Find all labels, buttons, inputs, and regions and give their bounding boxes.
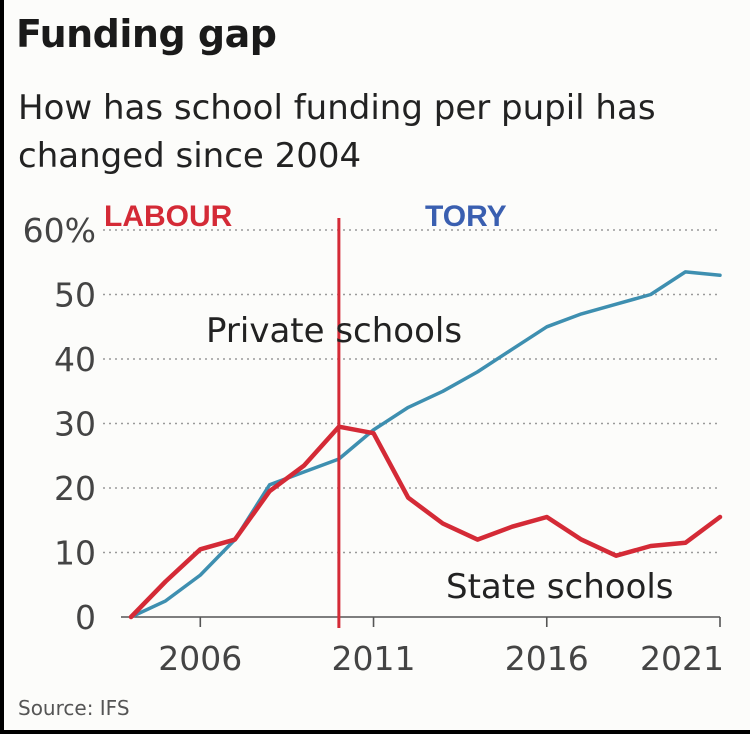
series-label-private-schools: Private schools [206, 311, 462, 351]
y-tick-label: 50 [54, 276, 96, 315]
y-tick-label: 10 [54, 534, 96, 573]
series-line-private-schools [129, 270, 722, 619]
era-label-labour: LABOUR [104, 200, 233, 233]
x-tick-label: 2016 [505, 639, 589, 678]
chart-subtitle: How has school funding per pupil has cha… [18, 88, 656, 176]
x-tick-label: 2006 [158, 639, 242, 678]
x-tick-label: 2011 [332, 639, 416, 678]
era-label-tory: TORY [425, 200, 507, 233]
series-line-state-schools [128, 424, 723, 620]
chart-title: Funding gap [16, 12, 277, 56]
source-note: Source: IFS [18, 696, 130, 720]
y-tick-label: 30 [54, 405, 96, 444]
y-tick-label: 20 [54, 469, 96, 508]
y-tick-label: 40 [54, 340, 96, 379]
series-label-state-schools: State schools [446, 567, 674, 607]
y-tick-label: 60% [23, 211, 96, 250]
chart-card [4, 0, 750, 730]
y-tick-label: 0 [75, 598, 96, 637]
x-tick-label: 2021 [640, 639, 724, 678]
